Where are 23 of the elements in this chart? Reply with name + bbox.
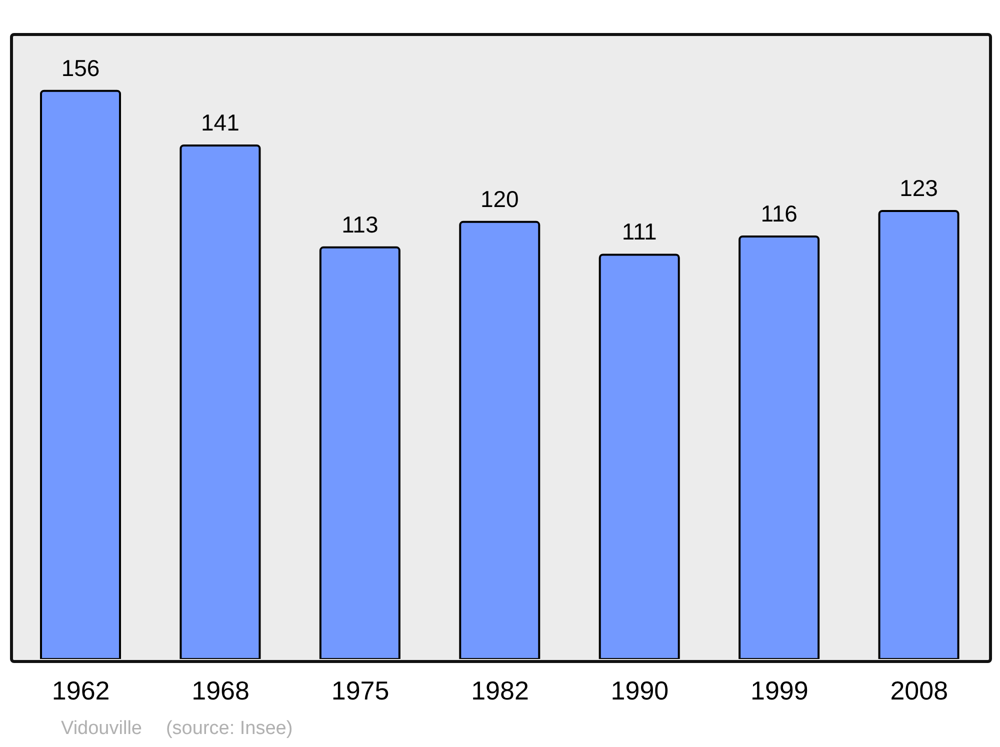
data-label: 111 bbox=[622, 218, 657, 245]
x-tick-label: 1962 bbox=[52, 675, 110, 706]
bar bbox=[319, 246, 400, 659]
x-tick-label: 1975 bbox=[331, 675, 390, 706]
bar bbox=[40, 90, 121, 659]
bar bbox=[459, 220, 540, 659]
x-tick-label: 1982 bbox=[471, 675, 529, 706]
bar bbox=[738, 236, 820, 659]
x-tick-label: 1999 bbox=[750, 675, 808, 706]
data-label: 141 bbox=[201, 109, 240, 136]
data-label: 113 bbox=[342, 211, 378, 238]
data-label: 120 bbox=[480, 186, 519, 212]
bar bbox=[598, 254, 680, 659]
bar bbox=[878, 210, 960, 659]
data-label: 116 bbox=[760, 200, 798, 227]
x-tick-label: 2008 bbox=[890, 675, 948, 706]
text: Vidouville bbox=[61, 718, 142, 739]
x-tick-label: 1968 bbox=[192, 675, 250, 706]
bar bbox=[180, 144, 261, 659]
data-label: 156 bbox=[61, 54, 100, 81]
x-tick-label: 1990 bbox=[610, 675, 669, 706]
data-label: 123 bbox=[900, 175, 938, 202]
text: (source: Insee) bbox=[166, 718, 293, 739]
